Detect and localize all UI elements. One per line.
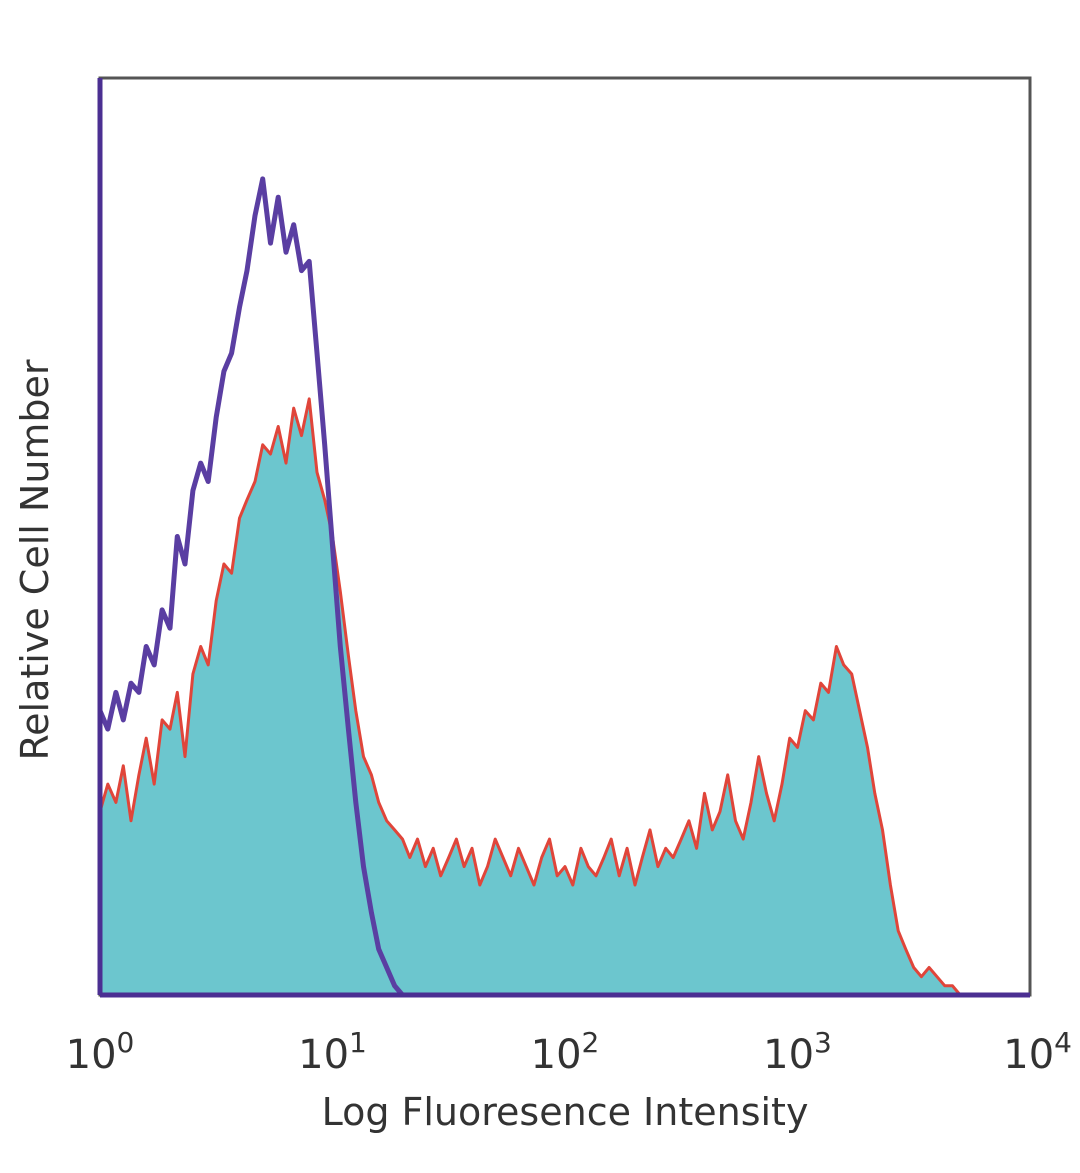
x-tick-label: 100 — [66, 1026, 135, 1078]
control-histogram-line — [97, 176, 405, 997]
stained-histogram-fill — [100, 398, 961, 995]
y-axis-title: Relative Cell Number — [13, 359, 57, 760]
x-tick-label: 104 — [1003, 1026, 1072, 1078]
x-tick-label: 103 — [763, 1026, 832, 1078]
series-layer — [97, 176, 962, 997]
stained-histogram-outline — [98, 397, 962, 996]
x-tick-label: 102 — [531, 1026, 600, 1078]
x-tick-labels: 100 101 102 103 104 — [66, 1026, 1072, 1078]
x-axis-title: Log Fluoresence Intensity — [322, 1090, 809, 1134]
x-tick-label: 101 — [298, 1026, 367, 1078]
